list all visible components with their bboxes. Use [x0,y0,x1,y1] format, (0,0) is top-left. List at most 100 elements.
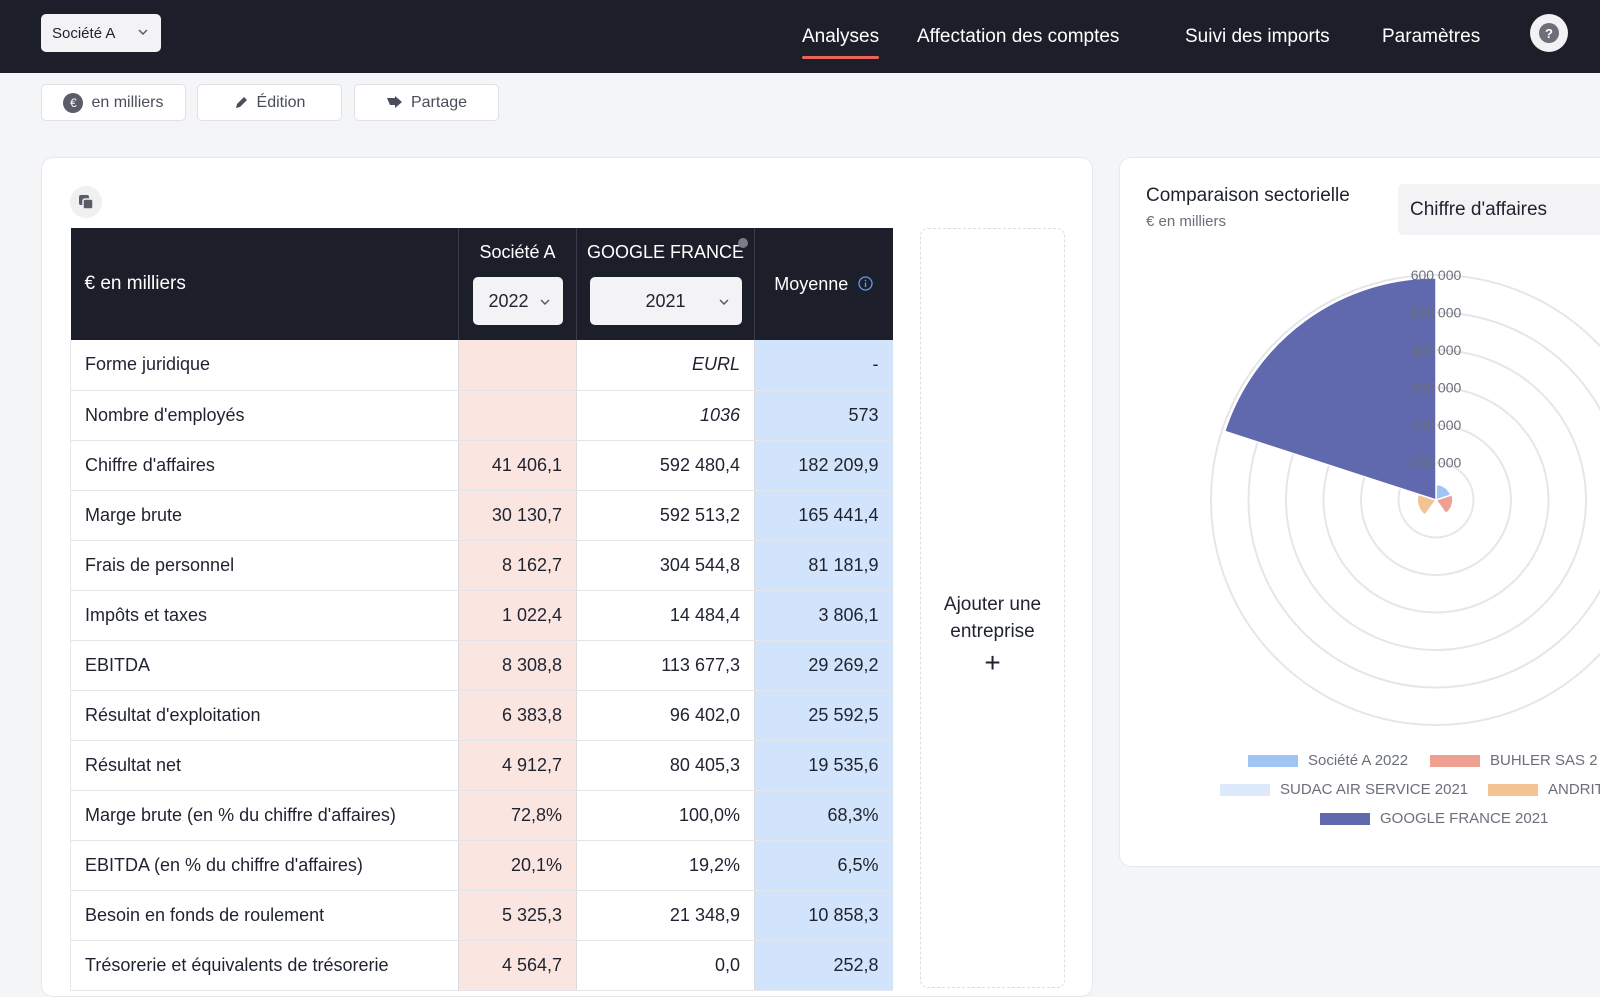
header-unit-label: € en milliers [71,228,459,340]
share-arrow-icon [386,96,403,110]
legend-label: SUDAC AIR SERVICE 2021 [1280,781,1468,798]
header-average-col: Moyenne [755,228,893,340]
add-company-button[interactable]: Ajouter une entreprise + [920,228,1065,988]
info-icon[interactable] [858,276,873,291]
nav-label: Suivi des imports [1185,26,1330,48]
row-label: Impôts et taxes [71,590,459,640]
pencil-icon [234,95,249,110]
nav-label: Affectation des comptes [917,26,1119,48]
average-value: 81 181,9 [755,540,893,590]
row-label: Forme juridique [71,340,459,390]
euro-icon: € [63,93,83,113]
comparison-title: Comparaison sectorielle [1146,185,1350,207]
help-icon: ? [1539,23,1559,43]
add-company-label: Ajouter une entreprise [921,591,1064,645]
company-value: 8 308,8 [459,640,577,690]
row-label: Frais de personnel [71,540,459,590]
compare-value: 14 484,4 [577,590,755,640]
legend-item[interactable]: GOOGLE FRANCE 2021 [1320,810,1548,827]
company-value: 41 406,1 [459,440,577,490]
company-value: 20,1% [459,840,577,890]
compare-value: 304 544,8 [577,540,755,590]
company-value: 8 162,7 [459,540,577,590]
compare-value: 0,0 [577,940,755,990]
company-value: 5 325,3 [459,890,577,940]
company-value: 72,8% [459,790,577,840]
compare-value: 592 513,2 [577,490,755,540]
radial-tick-label: 300 000 [1411,380,1462,396]
chevron-down-icon [539,296,551,308]
nav-analyses[interactable]: Analyses [795,0,886,73]
compare-value: 19,2% [577,840,755,890]
edit-button[interactable]: Édition [197,84,342,121]
share-button[interactable]: Partage [354,84,499,121]
compare-value: 96 402,0 [577,690,755,740]
gear-icon[interactable] [738,238,748,248]
company-select-label: Société A [52,25,115,42]
units-button[interactable]: € en milliers [41,84,186,121]
row-label: Chiffre d'affaires [71,440,459,490]
polar-wedge[interactable] [1225,278,1436,500]
compare-col-name: GOOGLE FRANCE [577,242,754,263]
nav-suivi-imports[interactable]: Suivi des imports [1185,0,1330,73]
nav-affectation-comptes[interactable]: Affectation des comptes [917,0,1119,73]
legend-item[interactable]: Société A 2022 [1248,752,1408,769]
metric-select-value: Chiffre d'affaires [1410,199,1547,221]
row-label: Marge brute [71,490,459,540]
company-col-name: Société A [459,242,576,263]
radial-tick-label: 400 000 [1411,342,1462,358]
copy-button[interactable] [70,186,102,218]
row-label: Résultat net [71,740,459,790]
average-value: 252,8 [755,940,893,990]
compare-year-select[interactable]: 2021 [590,277,742,325]
help-button[interactable]: ? [1530,14,1568,52]
financial-table: € en milliers Société A 2022 GOOGLE FRAN… [70,228,893,991]
average-col-name: Moyenne [774,274,848,294]
legend-item[interactable]: SUDAC AIR SERVICE 2021 [1220,781,1468,798]
legend-item[interactable]: ANDRIT [1488,781,1600,798]
legend-item[interactable]: BUHLER SAS 2 [1430,752,1598,769]
average-value: 68,3% [755,790,893,840]
year-value: 2021 [645,291,685,312]
row-label: Résultat d'exploitation [71,690,459,740]
compare-value: 21 348,9 [577,890,755,940]
nav-parametres[interactable]: Paramètres [1382,0,1480,73]
company-value: 6 383,8 [459,690,577,740]
plus-icon: + [921,647,1064,679]
chevron-down-icon [718,296,730,308]
comparison-subtitle: € en milliers [1146,213,1226,230]
nav-label: Analyses [795,26,886,48]
company-select[interactable]: Société A [41,14,161,52]
row-label: Marge brute (en % du chiffre d'affaires) [71,790,459,840]
company-value: 1 022,4 [459,590,577,640]
legend-swatch [1220,784,1270,796]
year-value: 2022 [488,291,528,312]
compare-value: EURL [577,340,755,390]
compare-value: 592 480,4 [577,440,755,490]
row-label: Besoin en fonds de roulement [71,890,459,940]
metric-select[interactable]: Chiffre d'affaires [1398,184,1600,235]
share-button-label: Partage [411,94,467,112]
company-year-select[interactable]: 2022 [473,277,563,325]
company-value: 4 564,7 [459,940,577,990]
average-value: 19 535,6 [755,740,893,790]
legend-swatch [1488,784,1538,796]
legend-label: ANDRIT [1548,781,1600,798]
legend-label: Société A 2022 [1308,752,1408,769]
row-label: Nombre d'employés [71,390,459,440]
radial-tick-label: 600 000 [1411,267,1462,283]
average-value: 573 [755,390,893,440]
legend-label: BUHLER SAS 2 [1490,752,1598,769]
compare-value: 113 677,3 [577,640,755,690]
average-value: 3 806,1 [755,590,893,640]
